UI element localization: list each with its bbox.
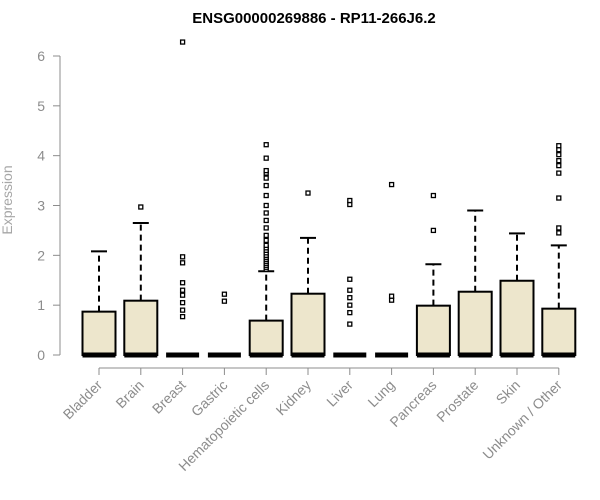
y-tick-label: 4 <box>37 148 45 164</box>
outlier-point <box>138 204 144 210</box>
outlier-point <box>263 237 269 244</box>
outlier-point <box>556 195 562 201</box>
outlier-point <box>179 280 186 286</box>
y-tick-label: 5 <box>37 98 45 114</box>
outlier-point <box>179 313 186 320</box>
outlier-point <box>263 242 269 249</box>
outlier-point <box>263 142 269 148</box>
outlier-point <box>347 287 353 293</box>
outlier-point <box>388 293 395 299</box>
x-tick-label: Kidney <box>273 377 315 419</box>
outlier-point <box>179 254 186 260</box>
box-gastric <box>207 291 241 358</box>
chart-title: ENSG00000269886 - RP11-266J6.2 <box>192 10 436 27</box>
box-pancreas <box>415 192 451 358</box>
outlier-point <box>263 232 269 239</box>
outlier-point <box>556 230 562 236</box>
outlier-point <box>347 197 353 204</box>
x-tick-label: Liver <box>323 377 356 410</box>
box-bladder <box>81 250 117 358</box>
outlier-point <box>179 292 186 298</box>
box-skin <box>499 232 535 358</box>
box-lung <box>375 181 409 358</box>
box <box>290 292 326 356</box>
x-tick-label: Unknown / Other <box>479 377 565 463</box>
box-breast <box>166 39 200 358</box>
outlier-point <box>556 162 562 169</box>
box <box>457 290 493 357</box>
outlier-point <box>179 39 186 45</box>
x-tick-label: Bladder <box>60 377 106 423</box>
y-tick-label: 2 <box>37 247 45 263</box>
outlier-point <box>347 302 353 308</box>
box <box>81 310 117 356</box>
box-unknown-other <box>541 143 577 358</box>
outlier-point <box>221 291 228 297</box>
x-tick-label: Prostate <box>433 377 481 425</box>
outlier-point <box>179 287 186 293</box>
outlier-point <box>430 192 437 199</box>
x-tick-label: Brain <box>112 377 146 411</box>
outlier-point <box>179 307 186 313</box>
box-series <box>81 39 577 358</box>
outlier-point <box>305 190 311 196</box>
outlier-point <box>347 321 353 327</box>
y-axis: 0 1 2 3 4 5 6 <box>37 48 61 363</box>
y-tick-label: 6 <box>37 48 45 64</box>
box <box>499 279 535 356</box>
outlier-point <box>263 210 269 216</box>
box-liver <box>333 197 367 358</box>
outlier-point <box>347 309 353 316</box>
outlier-point <box>388 181 395 188</box>
outlier-point <box>263 202 269 209</box>
y-tick-label: 3 <box>37 198 45 214</box>
x-tick-label: Breast <box>149 377 189 417</box>
outlier-point <box>347 276 353 282</box>
outlier-point <box>263 225 269 231</box>
outlier-point <box>556 170 562 176</box>
outlier-point <box>263 217 269 224</box>
outlier-point <box>263 175 269 181</box>
outlier-point <box>347 295 353 301</box>
outlier-point <box>556 152 562 158</box>
box <box>415 304 451 357</box>
outlier-point <box>179 300 186 306</box>
box <box>248 319 284 356</box>
box-hematopoietic-cells <box>248 142 284 358</box>
box-kidney <box>290 190 326 358</box>
outlier-point <box>263 167 269 174</box>
outlier-point <box>263 182 269 189</box>
outlier-point <box>263 155 269 161</box>
outlier-point <box>430 227 437 234</box>
box <box>123 299 159 357</box>
y-tick-label: 0 <box>37 347 45 363</box>
box-brain <box>123 204 159 358</box>
outlier-point <box>263 192 269 199</box>
outlier-point <box>556 225 562 231</box>
box-prostate <box>457 209 493 358</box>
y-tick-label: 1 <box>37 297 45 313</box>
x-tick-label: Lung <box>364 377 397 410</box>
box <box>541 307 577 356</box>
x-tick-label: Skin <box>493 377 524 408</box>
y-axis-label: Expression <box>0 165 15 234</box>
outlier-point <box>556 143 562 149</box>
outlier-point <box>179 260 186 266</box>
outlier-point <box>221 298 228 304</box>
outlier-point <box>556 157 562 164</box>
